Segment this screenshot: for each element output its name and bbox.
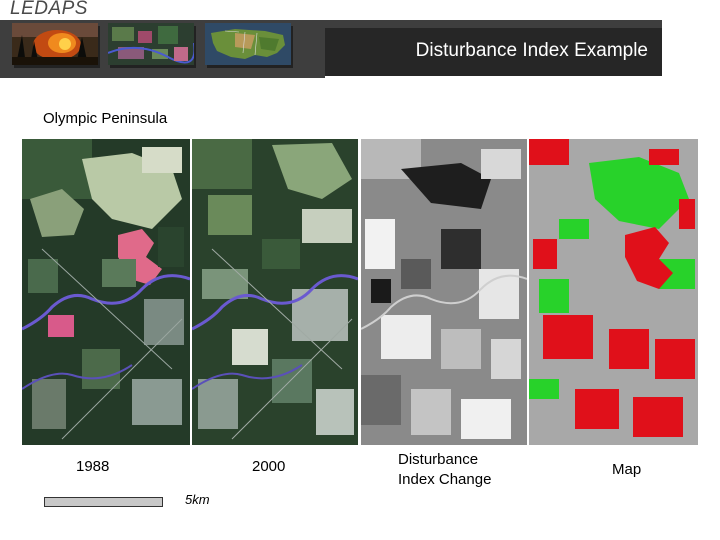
label-di-line2: Index Change [398,471,492,488]
title-underline [325,76,662,78]
slide-title: Disturbance Index Example [415,40,648,61]
region-subtitle: Olympic Peninsula [43,110,168,127]
label-1988: 1988 [76,458,110,475]
thumbnail-us-map [205,23,291,65]
thumbnail-fire-photo [12,23,98,65]
image-disturbance-index-change [361,139,527,445]
image-disturbance-map [529,139,698,445]
label-disturbance-index-change: Disturbance Index Change [398,450,491,490]
ledaps-logo: LEDAPS [10,0,88,19]
scale-bar [44,497,163,507]
scale-label: 5km [185,492,210,507]
label-di-line1: Disturbance [398,451,479,468]
thumbnail-landsat-scene [108,23,194,65]
image-panel-row [22,139,698,445]
image-2000 [192,139,358,445]
image-1988 [22,139,190,445]
label-2000: 2000 [252,458,286,475]
label-map: Map [612,461,642,478]
title-box: Disturbance Index Example [325,28,662,78]
